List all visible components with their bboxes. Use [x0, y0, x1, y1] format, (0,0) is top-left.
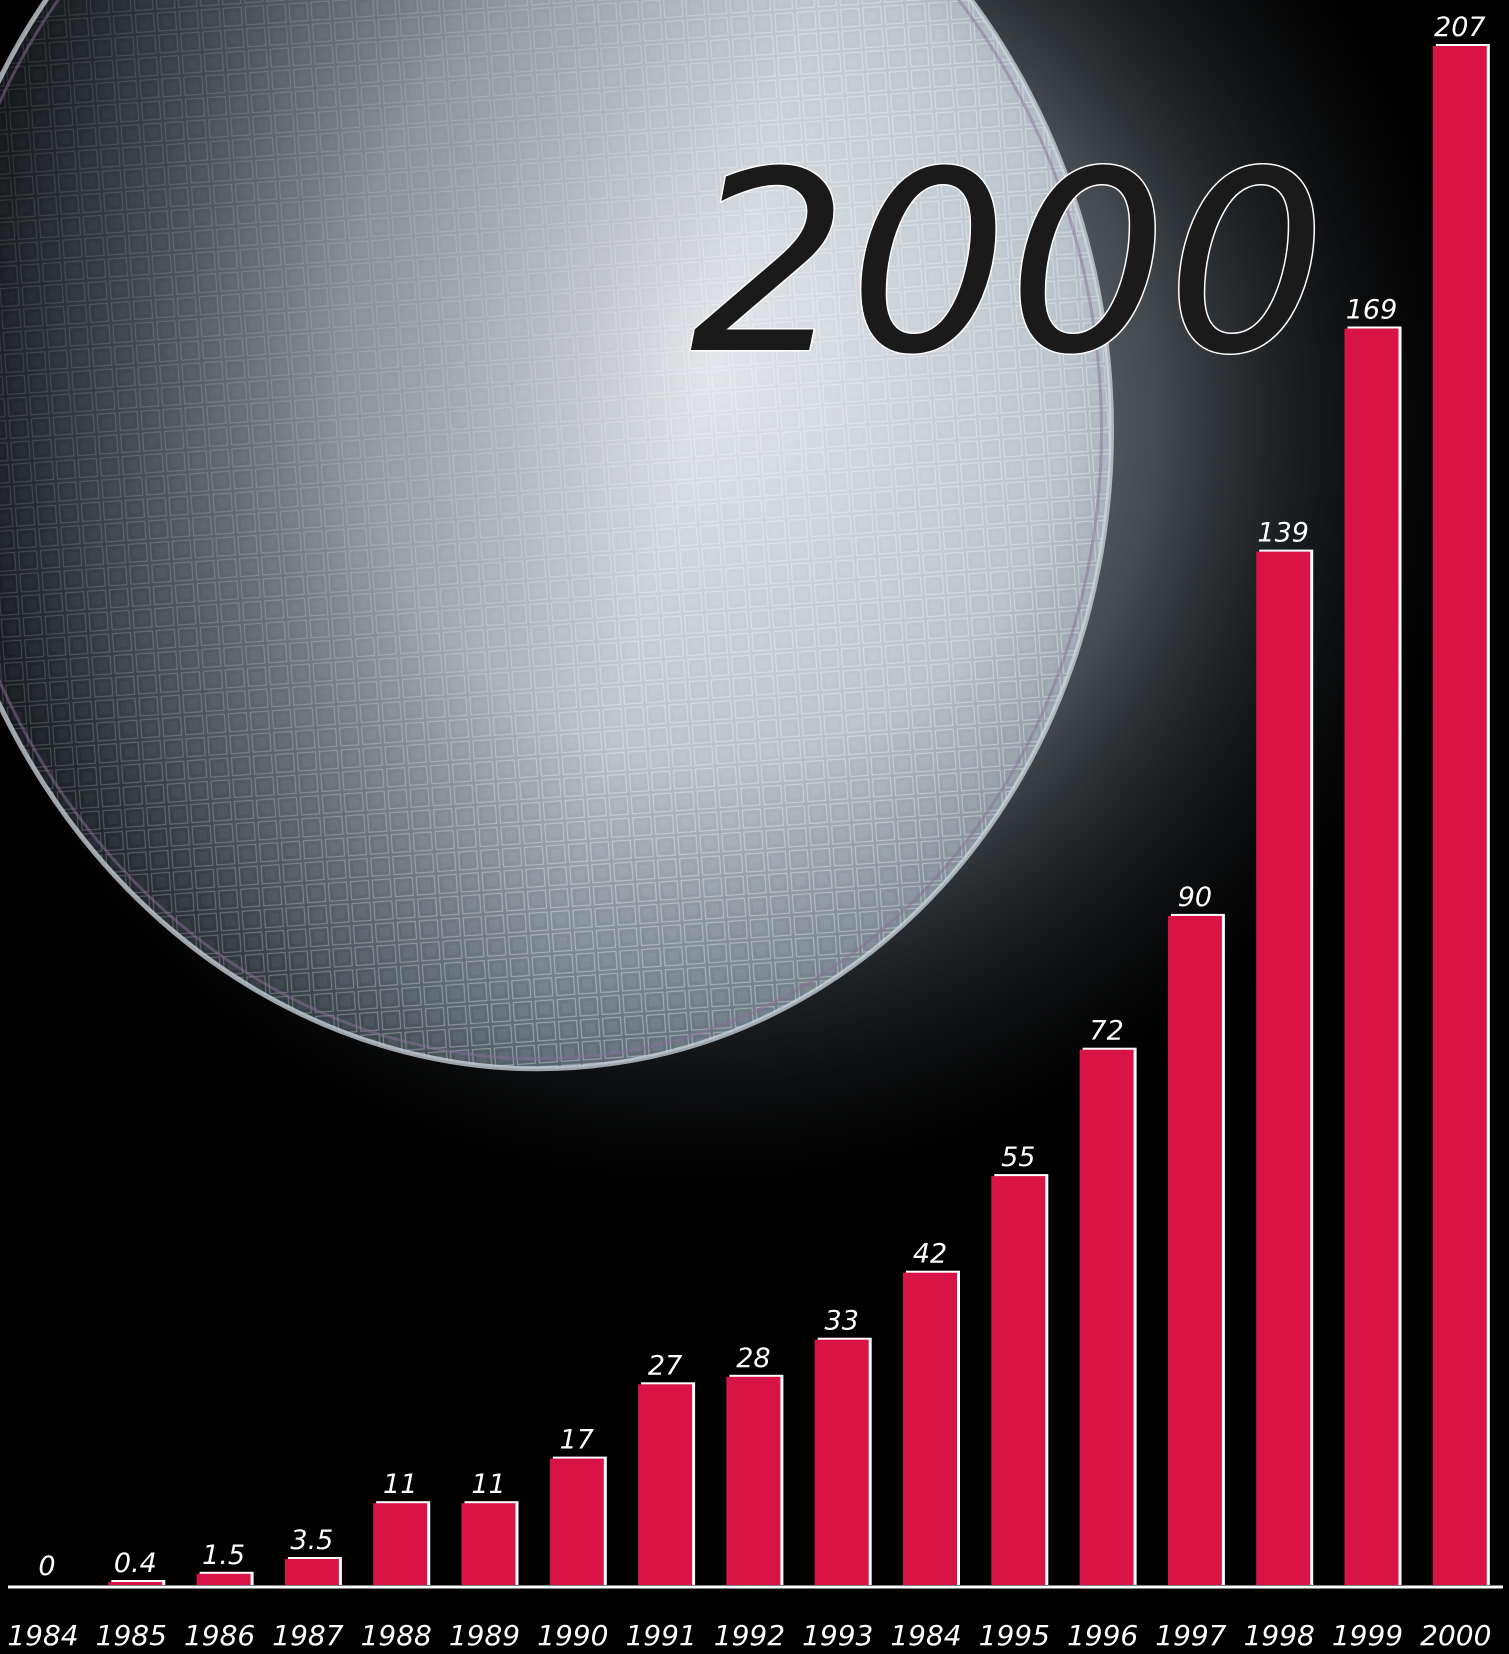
- bar-value-label: 0: [38, 1551, 55, 1582]
- bar-value-label: 0.4: [114, 1548, 157, 1579]
- headline-year: 2000: [690, 118, 1326, 409]
- bar: [373, 1503, 428, 1585]
- bar: [726, 1376, 781, 1585]
- wafer-rim: [0, 0, 1114, 1072]
- bar-value-label: 55: [1001, 1142, 1035, 1173]
- bar-value-label: 3.5: [290, 1525, 333, 1556]
- x-tick-label: 1987: [272, 1619, 343, 1652]
- bar: [1167, 915, 1222, 1585]
- x-tick-label: 2000: [1420, 1619, 1491, 1652]
- bar: [638, 1384, 693, 1585]
- x-tick-label: 1996: [1067, 1619, 1138, 1652]
- x-tick-label: 1985: [96, 1619, 167, 1652]
- bar-series: [108, 44, 1490, 1585]
- bar: [1079, 1049, 1134, 1585]
- bar-value-label: 90: [1178, 882, 1212, 913]
- bar-value-label: 28: [736, 1343, 770, 1374]
- bar: [1432, 46, 1487, 1585]
- x-tick-label: 1988: [361, 1619, 432, 1652]
- bar: [196, 1573, 251, 1585]
- bar-value-label: 207: [1434, 12, 1486, 43]
- bar-value-label: 1.5: [202, 1540, 245, 1571]
- x-tick-label: 1998: [1244, 1619, 1315, 1652]
- bar-value-label: 11: [383, 1469, 417, 1500]
- bar-value-label: 139: [1257, 518, 1309, 549]
- bar: [108, 1582, 163, 1585]
- x-tick-label: 1997: [1155, 1619, 1226, 1652]
- bar-value-label: 17: [560, 1425, 594, 1456]
- bar-value-label: 11: [471, 1469, 505, 1500]
- bar-value-label: 27: [648, 1350, 682, 1381]
- bar-value-label: 72: [1089, 1016, 1123, 1047]
- bar: [549, 1458, 604, 1585]
- bar-value-label: 33: [825, 1306, 859, 1337]
- value-labels: 0 0.4 1.5 3.5 11 11 17 27 28 33 42 55 72 90 139 169 207: [38, 12, 1485, 1582]
- x-tick-label: 1999: [1332, 1619, 1403, 1652]
- bar: [284, 1559, 339, 1585]
- x-tick-label: 1986: [184, 1619, 255, 1652]
- x-tick-label: 1995: [979, 1619, 1050, 1652]
- bar-value-label: 42: [913, 1239, 947, 1270]
- x-tick-label: 1991: [625, 1619, 696, 1652]
- x-tick-label: 1992: [714, 1619, 785, 1652]
- x-tick-label: 1993: [802, 1619, 873, 1652]
- bar: [461, 1503, 516, 1585]
- bar: [1344, 328, 1399, 1585]
- bar: [903, 1272, 957, 1585]
- x-axis-tick-labels: 1984 1985 1986 1987 1988 1989 1990 1991 1992 1993…: [7, 1619, 1491, 1652]
- silicon-wafer-photo: [0, 0, 1509, 1240]
- x-tick-label: 1989: [449, 1619, 520, 1652]
- bar: [814, 1339, 869, 1585]
- bar-value-label: 169: [1346, 295, 1398, 326]
- bar: [1256, 551, 1311, 1585]
- x-tick-label: 1984: [890, 1619, 961, 1652]
- x-tick-label: 1984: [7, 1619, 78, 1652]
- x-tick-label: 1990: [537, 1619, 608, 1652]
- bar: [991, 1176, 1046, 1585]
